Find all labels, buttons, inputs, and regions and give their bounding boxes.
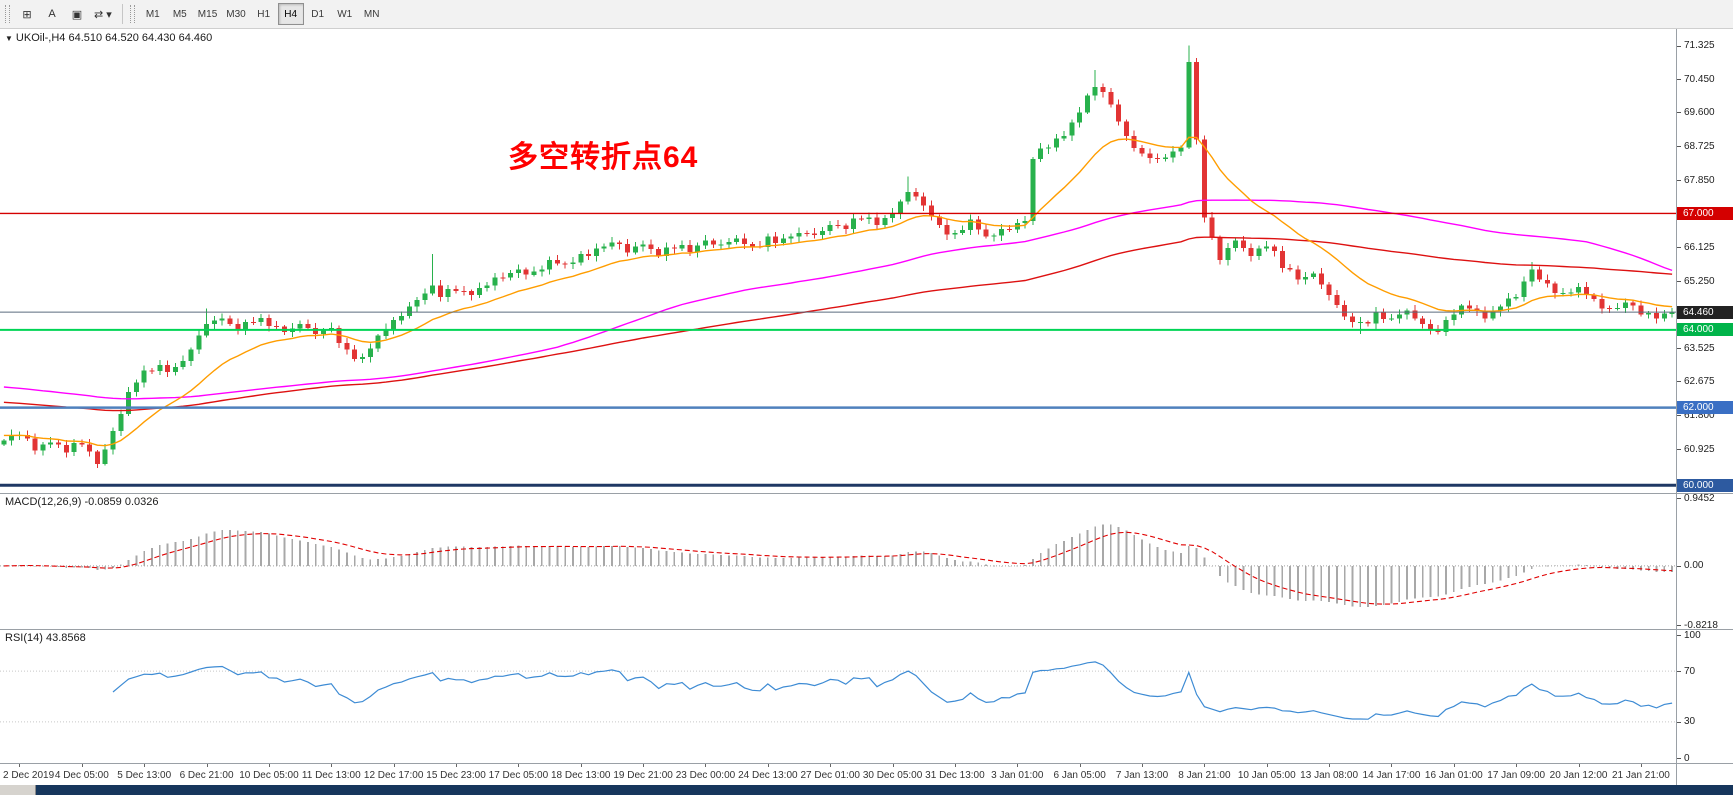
rsi-axis[interactable]: 100 70 30 0	[1677, 630, 1733, 764]
price-tick: 66.125	[1684, 241, 1715, 253]
rsi-panel: RSI(14) 43.8568	[0, 630, 1676, 764]
time-label: 31 Dec 13:00	[925, 770, 985, 781]
time-label: 19 Dec 21:00	[613, 770, 673, 781]
time-label: 17 Jan 09:00	[1487, 770, 1546, 781]
time-label: 14 Jan 17:00	[1362, 770, 1421, 781]
timeframe-m1[interactable]: M1	[140, 3, 166, 25]
toolbar-icon-group: ⊞ A ▣ ⇄ ▾	[15, 3, 116, 25]
price-tick: 60.925	[1684, 443, 1715, 455]
price-tick: 61.800	[1684, 409, 1715, 421]
time-label: 10 Dec 05:00	[239, 770, 299, 781]
time-label: 6 Jan 05:00	[1053, 770, 1106, 781]
time-label: 3 Jan 01:00	[991, 770, 1044, 781]
timeframe-h1[interactable]: H1	[251, 3, 277, 25]
macd-tick: -0.8218	[1684, 619, 1718, 631]
toolbar-grip[interactable]	[5, 5, 10, 23]
time-label: 27 Dec 01:00	[800, 770, 860, 781]
time-label: 10 Jan 05:00	[1237, 770, 1296, 781]
time-label: 23 Dec 00:00	[675, 770, 736, 781]
price-badge: 64.460	[1677, 305, 1733, 319]
chart-annotation-text[interactable]: 多空转折点64	[508, 141, 699, 174]
rsi-tick: 70	[1684, 665, 1696, 677]
timeframe-toolbar-grip[interactable]	[129, 5, 135, 23]
time-label: 2 Dec 2019	[3, 770, 55, 781]
macd-label: MACD(12,26,9) -0.0859 0.0326	[5, 496, 159, 508]
timeframe-mn[interactable]: MN	[359, 3, 385, 25]
macd-panel: MACD(12,26,9) -0.0859 0.0326	[0, 494, 1676, 630]
price-badge: 67.000	[1677, 206, 1733, 220]
time-axis[interactable]: 2 Dec 2019 4 Dec 05:00 5 Dec 13:00 6 Dec 21…	[0, 764, 1676, 785]
charts-grid-icon[interactable]: ⊞	[15, 3, 39, 25]
time-label: 24 Dec 13:00	[738, 770, 798, 781]
price-badge: 64.000	[1677, 323, 1733, 337]
timeframe-m15[interactable]: M15	[194, 3, 221, 25]
ma-fast	[3, 136, 1673, 447]
time-label: 11 Dec 13:00	[301, 770, 361, 781]
time-label: 13 Jan 08:00	[1300, 770, 1359, 781]
time-label: 18 Dec 13:00	[551, 770, 611, 781]
macd-signal-line	[3, 531, 1673, 605]
timeframe-h4[interactable]: H4	[277, 3, 304, 25]
status-bar-tab	[0, 785, 36, 795]
macd-chart[interactable]	[0, 494, 1676, 629]
timeframe-d1[interactable]: D1	[305, 3, 331, 25]
price-tick: 63.525	[1684, 342, 1715, 354]
macd-tick: 0.00	[1684, 560, 1704, 572]
macd-axis[interactable]: 0.9452 0.00 -0.8218	[1677, 492, 1733, 631]
rsi-tick: 100	[1684, 629, 1701, 641]
macd-tick: 0.9452	[1684, 492, 1715, 504]
timeframe-m5[interactable]: M5	[167, 3, 193, 25]
toolbar-separator	[121, 4, 123, 24]
time-label: 20 Jan 12:00	[1549, 770, 1608, 781]
timeframe-w1[interactable]: W1	[332, 3, 358, 25]
main-chart-panel: ▼ UKOil-,H4 64.510 64.520 64.430 64.460 多…	[0, 29, 1676, 494]
time-label: 12 Dec 17:00	[363, 770, 424, 781]
time-label: 30 Dec 05:00	[862, 770, 923, 781]
timeframe-m30[interactable]: M30	[222, 3, 249, 25]
chart-title-text: UKOil-,H4 64.510 64.520 64.430 64.460	[15, 32, 213, 44]
top-toolbar: ⊞ A ▣ ⇄ ▾ M1 M5 M15 M30 H1 H4 D1 W1 MN	[0, 0, 1733, 29]
rsi-chart[interactable]	[0, 630, 1676, 763]
time-label: 6 Dec 21:00	[179, 770, 234, 781]
price-tick: 69.600	[1684, 106, 1715, 118]
rsi-tick: 30	[1684, 716, 1696, 728]
timeframe-button-group: M1 M5 M15 M30 H1 H4 D1 W1 MN	[140, 3, 385, 25]
candlesticks	[1, 45, 1675, 468]
time-label: 17 Dec 05:00	[488, 770, 549, 781]
price-badge: 60.000	[1677, 478, 1733, 492]
rsi-line	[112, 661, 1673, 720]
time-label: 5 Dec 13:00	[117, 770, 172, 781]
ma-slow	[3, 236, 1673, 412]
time-label: 21 Jan 21:00	[1611, 770, 1670, 781]
price-tick: 70.450	[1684, 73, 1715, 85]
time-label: 15 Dec 23:00	[426, 770, 486, 781]
time-label: 7 Jan 13:00	[1115, 770, 1169, 781]
chart-ohlc-title: ▼ UKOil-,H4 64.510 64.520 64.430 64.460	[5, 32, 212, 44]
axis-corner	[1677, 764, 1733, 785]
macd-histogram	[3, 524, 1673, 608]
rsi-label: RSI(14) 43.8568	[5, 632, 86, 644]
price-axis[interactable]: 71.325 70.450 69.600 68.725 67.850 66.125 65.2…	[1677, 29, 1733, 494]
time-label: 4 Dec 05:00	[54, 770, 109, 781]
time-label: 8 Jan 21:00	[1178, 770, 1231, 781]
ma-mid	[3, 199, 1673, 400]
candlestick-chart[interactable]	[0, 29, 1676, 493]
price-tick: 65.250	[1684, 275, 1715, 287]
status-bar	[0, 785, 1733, 795]
time-label: 16 Jan 01:00	[1424, 770, 1483, 781]
rsi-tick: 0	[1684, 752, 1690, 764]
price-tick: 62.675	[1684, 375, 1715, 387]
price-badge: 62.000	[1677, 401, 1733, 415]
price-tick: 71.325	[1684, 40, 1715, 51]
chart-box-icon[interactable]: ▣	[65, 3, 89, 25]
price-tick: 68.725	[1684, 140, 1715, 152]
price-tick: 67.850	[1684, 174, 1715, 186]
chart-marker-icon: ▼	[5, 34, 13, 43]
axis-column: 71.325 70.450 69.600 68.725 67.850 66.125 65.2…	[1676, 29, 1733, 785]
cycle-symbols-icon[interactable]: ⇄ ▾	[90, 3, 116, 25]
text-label-icon[interactable]: A	[40, 3, 64, 25]
